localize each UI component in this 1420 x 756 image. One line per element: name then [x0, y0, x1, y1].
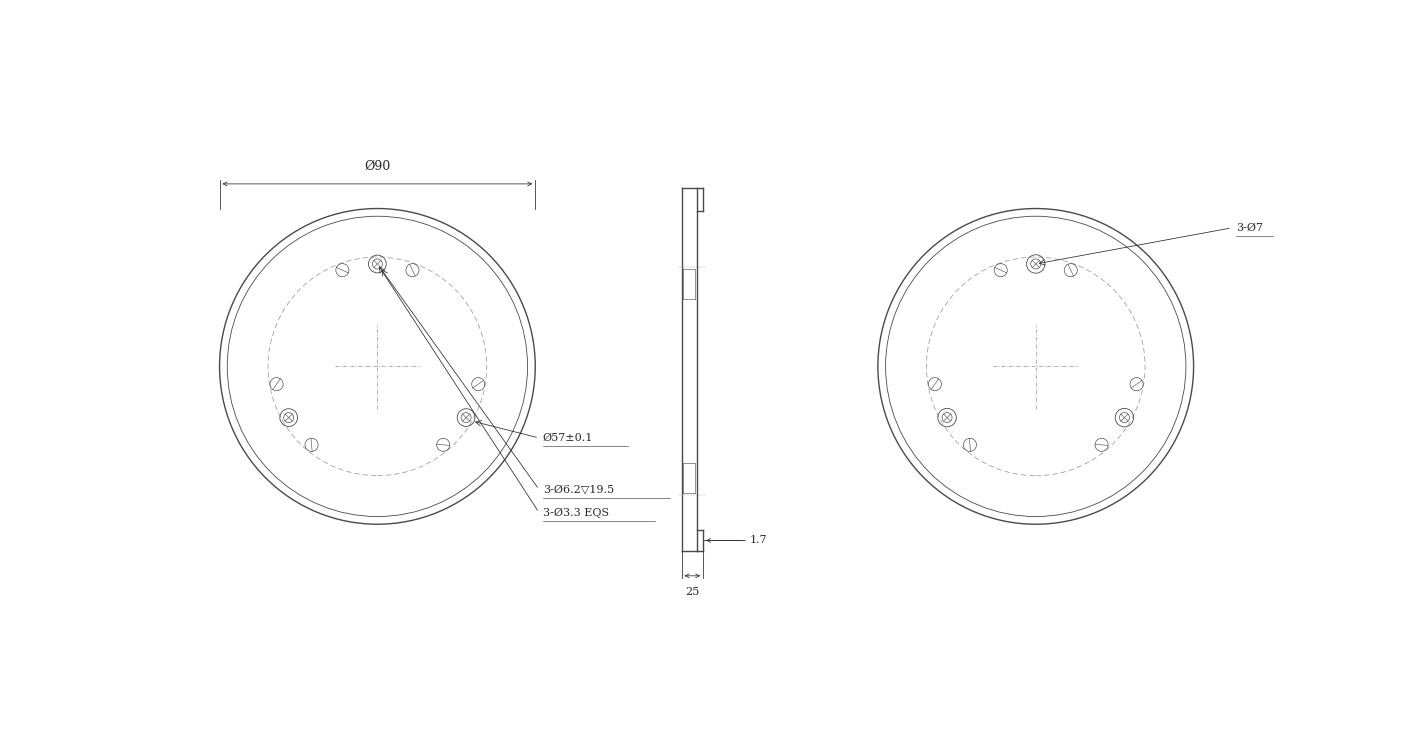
- Text: 1.7: 1.7: [750, 535, 767, 545]
- Text: 3-Ø6.2▽19.5: 3-Ø6.2▽19.5: [542, 485, 613, 494]
- Text: Ø57±0.1: Ø57±0.1: [542, 433, 594, 443]
- Text: 25: 25: [686, 587, 700, 596]
- Text: 3-Ø7: 3-Ø7: [1235, 223, 1262, 233]
- Text: Ø90: Ø90: [365, 160, 390, 173]
- Text: 3-Ø3.3 EQS: 3-Ø3.3 EQS: [542, 507, 609, 518]
